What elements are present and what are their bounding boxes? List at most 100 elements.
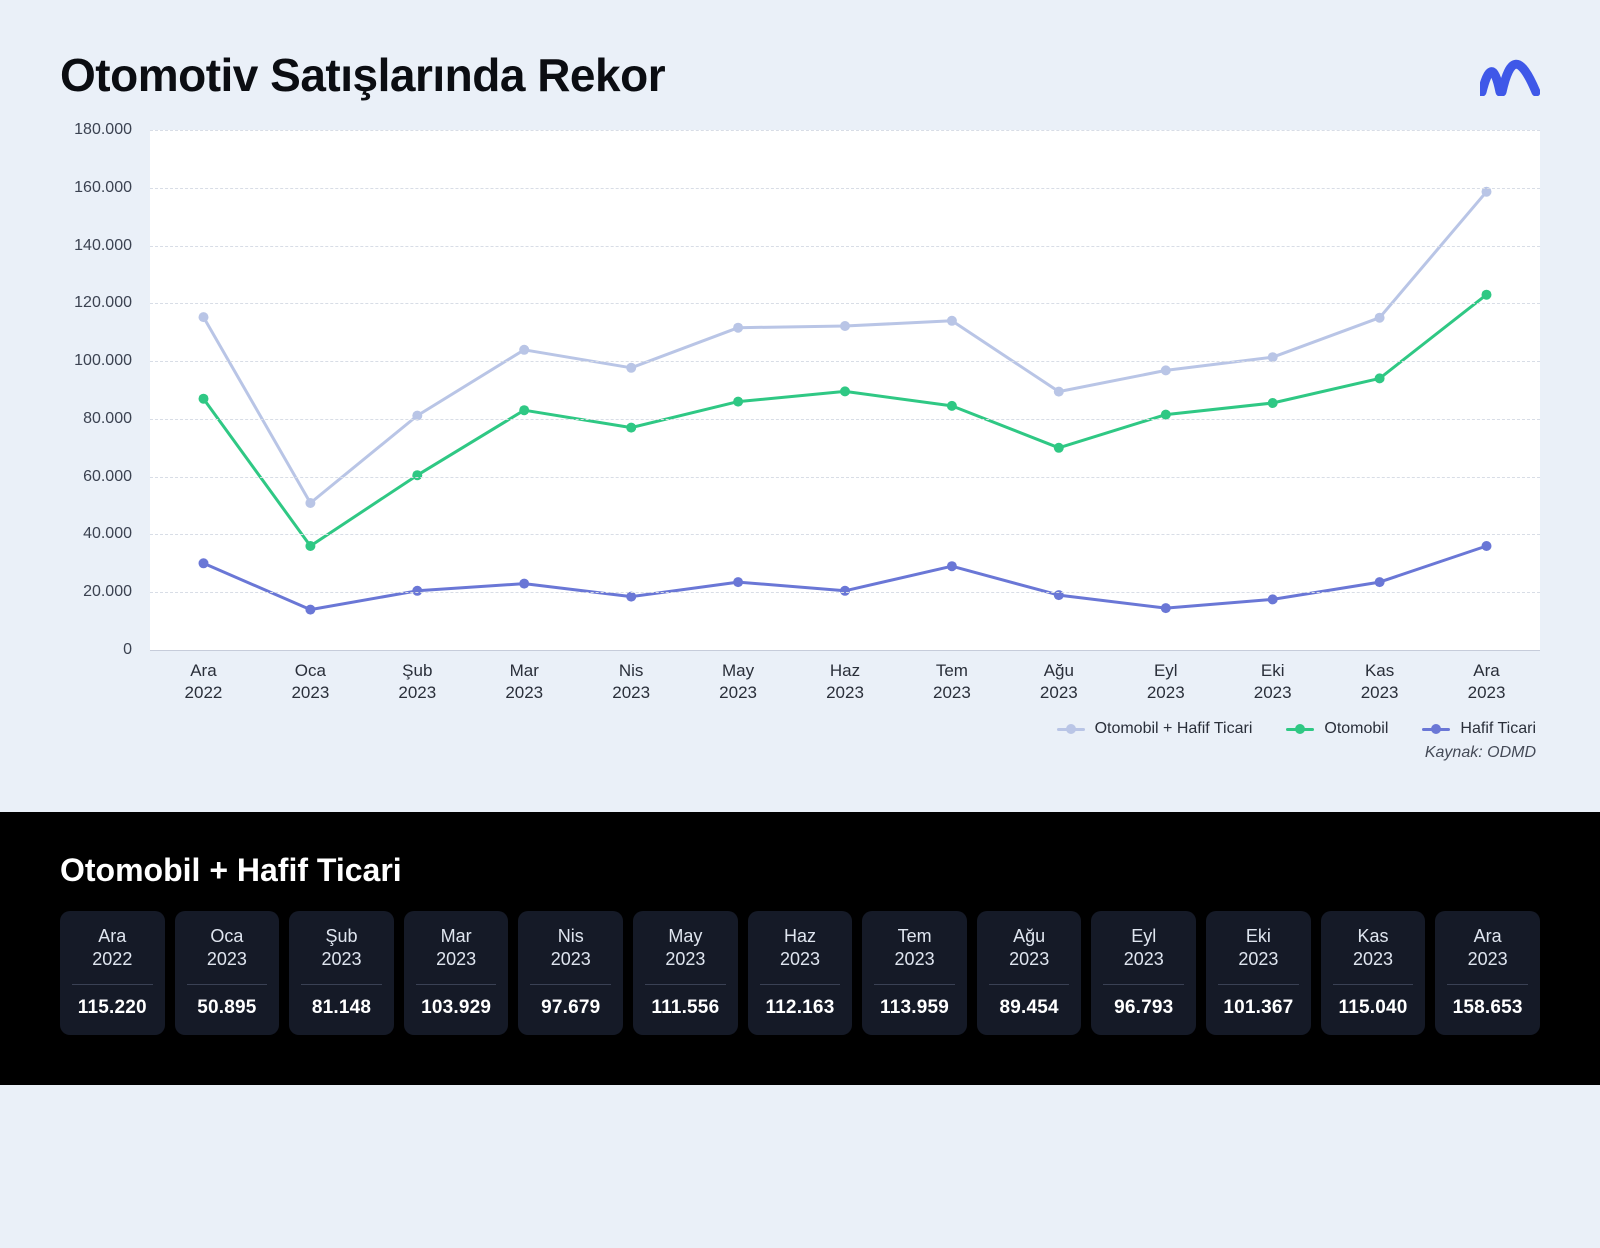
card-month-label: Kas2023 — [1329, 925, 1418, 970]
grid-line — [150, 130, 1540, 131]
card-month-label: Ara2022 — [68, 925, 157, 970]
y-tick-label: 160.000 — [60, 179, 132, 197]
legend-item: Otomobil — [1286, 720, 1388, 738]
chart-marker — [519, 345, 529, 355]
data-card: Tem2023113.959 — [862, 911, 967, 1035]
legend-swatch-icon — [1286, 724, 1314, 734]
x-tick-label: Kas2023 — [1326, 654, 1433, 710]
grid-line — [150, 534, 1540, 535]
chart-marker — [305, 541, 315, 551]
chart-marker — [519, 405, 529, 415]
x-tick-label: Haz2023 — [792, 654, 899, 710]
card-value: 101.367 — [1214, 997, 1303, 1019]
page-title: Otomotiv Satışlarında Rekor — [60, 48, 665, 102]
chart-marker — [626, 363, 636, 373]
card-divider — [1218, 984, 1299, 985]
chart-marker — [840, 386, 850, 396]
legend-item: Otomobil + Hafif Ticari — [1057, 720, 1253, 738]
card-divider — [1447, 984, 1528, 985]
card-month-label: Haz2023 — [756, 925, 845, 970]
data-card: Ara2023158.653 — [1435, 911, 1540, 1035]
y-axis: 020.00040.00060.00080.000100.000120.0001… — [60, 130, 140, 650]
data-card: Kas2023 115.040 — [1321, 911, 1426, 1035]
grid-line — [150, 650, 1540, 651]
chart-marker — [412, 470, 422, 480]
grid-line — [150, 477, 1540, 478]
x-tick-label: Ara2022 — [150, 654, 257, 710]
x-tick-label: Eki2023 — [1219, 654, 1326, 710]
y-tick-label: 80.000 — [60, 410, 132, 428]
data-card: Eyl202396.793 — [1091, 911, 1196, 1035]
card-value: 89.454 — [985, 997, 1074, 1019]
grid-line — [150, 361, 1540, 362]
chart-series-line — [204, 192, 1487, 503]
legend-swatch-icon — [1422, 724, 1450, 734]
card-divider — [645, 984, 726, 985]
chart-marker — [1482, 541, 1492, 551]
chart-marker — [199, 312, 209, 322]
x-tick-label: Eyl2023 — [1112, 654, 1219, 710]
card-divider — [187, 984, 268, 985]
data-card: Eki2023101.367 — [1206, 911, 1311, 1035]
table-title: Otomobil + Hafif Ticari — [60, 852, 1540, 889]
data-card: Mar2023103.929 — [404, 911, 509, 1035]
card-value: 111.556 — [641, 997, 730, 1019]
source-text: Kaynak: ODMD — [60, 744, 1540, 762]
card-month-label: Eyl2023 — [1099, 925, 1188, 970]
chart-marker — [1161, 365, 1171, 375]
card-value: 50.895 — [183, 997, 272, 1019]
chart-marker — [1375, 577, 1385, 587]
y-tick-label: 20.000 — [60, 583, 132, 601]
chart-marker — [947, 316, 957, 326]
card-value: 97.679 — [526, 997, 615, 1019]
y-tick-label: 100.000 — [60, 352, 132, 370]
chart-marker — [199, 394, 209, 404]
legend-item: Hafif Ticari — [1422, 720, 1536, 738]
card-value: 112.163 — [756, 997, 845, 1019]
chart-marker — [733, 323, 743, 333]
card-divider — [1333, 984, 1414, 985]
chart-marker — [1268, 398, 1278, 408]
card-value: 115.220 — [68, 997, 157, 1019]
chart-marker — [1375, 313, 1385, 323]
data-card: Haz2023 112.163 — [748, 911, 853, 1035]
y-tick-label: 140.000 — [60, 237, 132, 255]
card-month-label: Ara2023 — [1443, 925, 1532, 970]
card-divider — [989, 984, 1070, 985]
grid-line — [150, 592, 1540, 593]
x-axis: Ara2022Oca2023Şub2023Mar2023Nis2023May20… — [150, 654, 1540, 710]
chart-marker — [733, 397, 743, 407]
chart-marker — [519, 579, 529, 589]
line-chart: 020.00040.00060.00080.000100.000120.0001… — [60, 130, 1540, 710]
grid-line — [150, 246, 1540, 247]
y-tick-label: 180.000 — [60, 121, 132, 139]
card-month-label: Ağu2023 — [985, 925, 1074, 970]
chart-marker — [1054, 387, 1064, 397]
card-divider — [760, 984, 841, 985]
x-tick-label: Ağu2023 — [1005, 654, 1112, 710]
card-value: 81.148 — [297, 997, 386, 1019]
chart-svg — [150, 130, 1540, 650]
legend-label: Otomobil + Hafif Ticari — [1095, 720, 1253, 738]
card-value: 115.040 — [1329, 997, 1418, 1019]
card-divider — [301, 984, 382, 985]
y-tick-label: 40.000 — [60, 525, 132, 543]
chart-panel: Otomotiv Satışlarında Rekor 0 20.000 40.00… — [0, 0, 1600, 782]
plot-area — [150, 130, 1540, 650]
card-divider — [416, 984, 497, 985]
chart-series-line — [204, 295, 1487, 546]
chart-marker — [199, 558, 209, 568]
chart-marker — [840, 586, 850, 596]
card-month-label: Nis2023 — [526, 925, 615, 970]
legend: Otomobil + Hafif Ticari Otomobil Hafif Tic… — [60, 720, 1540, 738]
brand-logo-icon — [1480, 48, 1540, 96]
card-month-label: May2023 — [641, 925, 730, 970]
y-tick-label: 0 — [60, 641, 132, 659]
x-tick-label: Nis2023 — [578, 654, 685, 710]
chart-marker — [1482, 290, 1492, 300]
card-month-label: Tem2023 — [870, 925, 959, 970]
legend-swatch-icon — [1057, 724, 1085, 734]
data-card: Şub202381.148 — [289, 911, 394, 1035]
data-cards: Ara2022115.220Oca202350.895Şub202381.148… — [60, 911, 1540, 1035]
legend-label: Hafif Ticari — [1460, 720, 1536, 738]
